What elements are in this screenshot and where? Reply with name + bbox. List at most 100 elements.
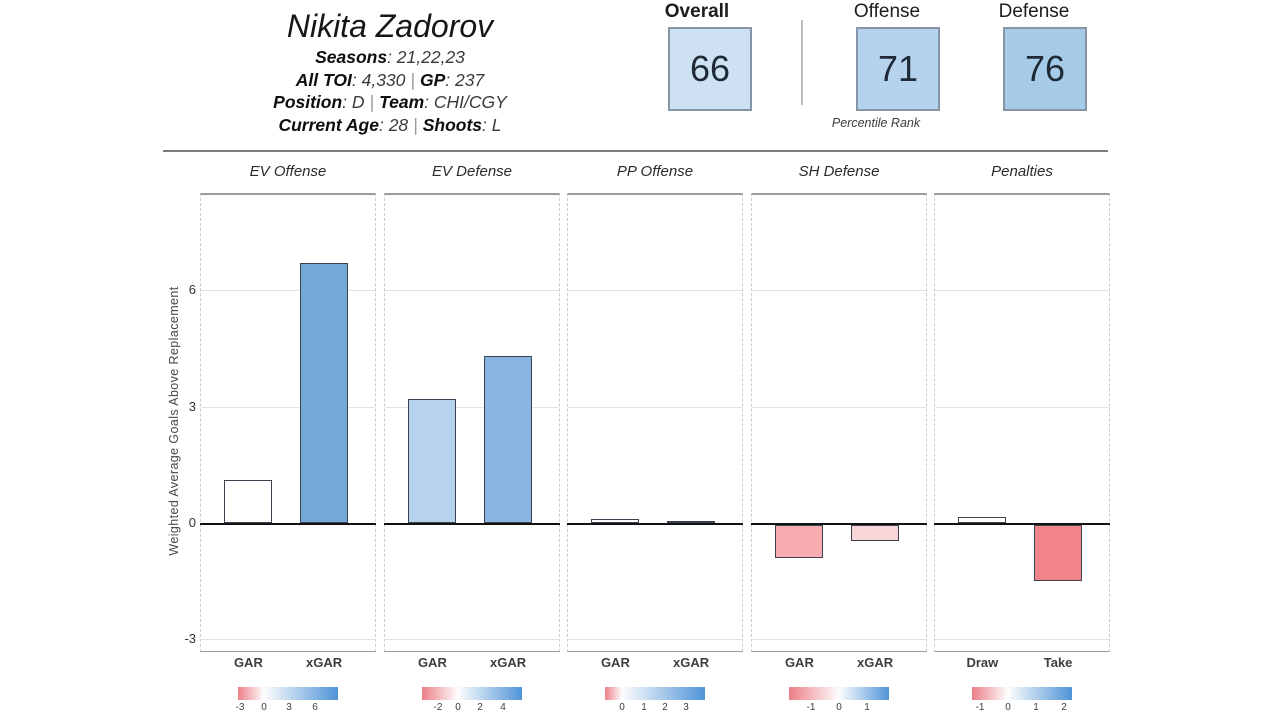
legend-tick-label: 1	[1033, 702, 1039, 713]
y-tick-label: -3	[184, 631, 196, 647]
legend-tick-label: 6	[312, 702, 318, 713]
legend-tick-label: 1	[864, 702, 870, 713]
overall-label: Overall	[664, 1, 730, 22]
panel-frame	[934, 193, 1110, 652]
panel-frame	[567, 193, 743, 652]
player-info-block: Nikita Zadorov Seasons: 21,22,23 All TOI…	[168, 6, 612, 136]
gridline	[201, 290, 375, 292]
gridline	[385, 406, 559, 408]
legend-tick-label: 2	[662, 702, 668, 713]
gp-value: 237	[454, 69, 485, 90]
gridline	[935, 406, 1109, 408]
offense-percentile-box: 71	[856, 27, 940, 111]
separator: |	[410, 69, 415, 90]
gridline	[201, 639, 375, 641]
toi-value: 4,330	[361, 69, 406, 90]
shoots-label: Shoots	[422, 114, 483, 135]
offense-label: Offense	[853, 1, 921, 22]
bar-category-label: GAR	[784, 655, 814, 670]
defense-label: Defense	[998, 1, 1070, 22]
legend-tick-label: 3	[286, 702, 292, 713]
zero-line	[751, 523, 927, 525]
bar-category-label: GAR	[417, 655, 447, 670]
percentile-rank-caption: Percentile Rank	[831, 116, 921, 130]
bar-category-label: xGAR	[857, 655, 894, 670]
gp-label: GP	[419, 69, 446, 90]
player-toi-gp-line: All TOI: 4,330 | GP: 237	[295, 69, 485, 90]
legend-tick-label: 2	[1061, 702, 1067, 713]
panel-title: Penalties	[991, 163, 1053, 180]
legend-tick-label: -1	[975, 702, 985, 713]
gridline	[935, 290, 1109, 292]
toi-label: All TOI	[295, 69, 352, 90]
bar-category-label: Take	[1043, 655, 1073, 670]
bar	[1034, 525, 1083, 581]
legend-tick-label: -2	[433, 702, 443, 713]
bar-category-label: Draw	[966, 655, 999, 670]
player-position-team-line: Position: D | Team: CHI/CGY	[273, 92, 507, 112]
bar	[667, 521, 716, 523]
legend-tick-label: 0	[1005, 702, 1011, 713]
team-value: CHI/CGY	[433, 92, 507, 112]
y-tick-label: 6	[188, 282, 196, 298]
bar-category-label: GAR	[233, 655, 263, 670]
y-tick-label: 3	[188, 398, 196, 414]
bar	[224, 480, 273, 523]
bar	[300, 263, 349, 523]
gridline	[568, 639, 742, 641]
bar-category-label: xGAR	[490, 655, 527, 670]
panel-title: SH Defense	[798, 163, 880, 180]
team-label: Team	[379, 92, 425, 112]
panel-title: EV Offense	[249, 163, 327, 180]
bar	[958, 517, 1007, 523]
header-vertical-divider	[801, 20, 803, 105]
panel-frame	[200, 193, 376, 652]
legend-tick-label: 0	[455, 702, 461, 713]
zero-line	[384, 523, 560, 525]
shoots-value: L	[491, 114, 502, 135]
player-seasons-line: Seasons: 21,22,23	[315, 47, 465, 67]
legend-gradient	[238, 687, 338, 700]
separator: |	[413, 114, 418, 135]
zero-line	[200, 523, 376, 525]
legend-tick-label: 1	[641, 702, 647, 713]
bar	[851, 525, 900, 541]
legend-gradient	[422, 687, 522, 700]
y-tick-label: 0	[188, 515, 196, 530]
position-label: Position	[273, 92, 343, 112]
separator: |	[369, 92, 375, 112]
seasons-label: Seasons	[315, 47, 388, 67]
legend-gradient	[789, 687, 889, 700]
seasons-value: 21,22,23	[396, 47, 465, 67]
gridline	[568, 406, 742, 408]
bar	[775, 525, 824, 558]
overall-percentile-box: 66	[668, 27, 752, 111]
gridline	[568, 290, 742, 292]
gridline	[385, 639, 559, 641]
gridline	[752, 290, 926, 292]
legend-tick-label: 0	[261, 702, 267, 713]
bar	[484, 356, 533, 523]
gridline	[752, 639, 926, 641]
gridline	[201, 406, 375, 408]
bar	[591, 519, 640, 523]
position-value: D	[351, 92, 365, 112]
zero-line	[567, 523, 743, 525]
defense-percentile-box: 76	[1003, 27, 1087, 111]
legend-tick-label: -3	[235, 702, 245, 713]
gridline	[935, 639, 1109, 641]
bar-category-label: GAR	[600, 655, 630, 670]
legend-gradient	[605, 687, 705, 700]
player-name: Nikita Zadorov	[286, 8, 494, 44]
legend-tick-label: 3	[683, 702, 689, 713]
legend-tick-label: 0	[836, 702, 842, 713]
gridline	[385, 290, 559, 292]
bar	[408, 399, 457, 523]
panel-title: PP Offense	[616, 163, 694, 180]
player-age-shoots-line: Current Age: 28 | Shoots: L	[278, 114, 502, 135]
age-value: 28	[388, 114, 409, 135]
gridline	[752, 406, 926, 408]
panel-frame	[751, 193, 927, 652]
